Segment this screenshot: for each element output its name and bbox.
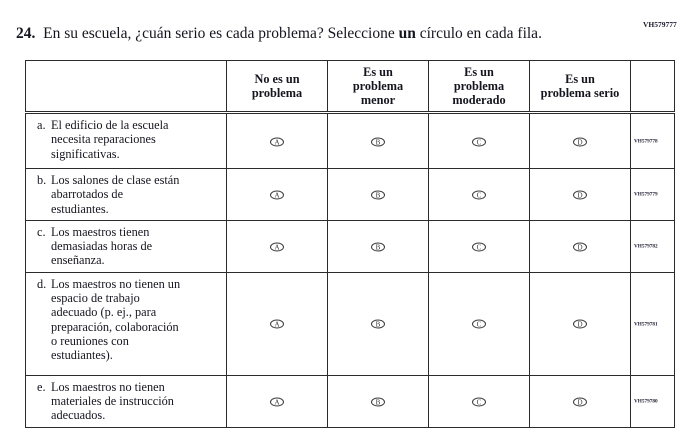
svg-text:VH579781: VH579781 (634, 322, 658, 328)
svg-text:A: A (274, 191, 279, 199)
svg-text:A: A (274, 398, 279, 406)
svg-text:B: B (376, 138, 381, 146)
svg-text:D: D (577, 321, 582, 329)
svg-text:VH579780: VH579780 (634, 399, 658, 405)
svg-text:D: D (577, 243, 582, 251)
svg-text:C: C (477, 138, 482, 146)
svg-text:C: C (477, 398, 482, 406)
svg-text:VH579778: VH579778 (634, 139, 658, 145)
svg-text:C: C (477, 191, 482, 199)
svg-text:A: A (274, 138, 279, 146)
svg-text:A: A (274, 243, 279, 251)
svg-text:D: D (577, 398, 582, 406)
svg-text:B: B (376, 243, 381, 251)
svg-text:C: C (477, 321, 482, 329)
svg-text:B: B (376, 321, 381, 329)
svg-text:D: D (577, 138, 582, 146)
svg-text:D: D (577, 191, 582, 199)
svg-text:VH579782: VH579782 (634, 244, 658, 250)
svg-text:VH579779: VH579779 (634, 192, 658, 198)
svg-text:B: B (376, 191, 381, 199)
svg-text:C: C (477, 243, 482, 251)
svg-text:A: A (274, 321, 279, 329)
svg-text:B: B (376, 398, 381, 406)
